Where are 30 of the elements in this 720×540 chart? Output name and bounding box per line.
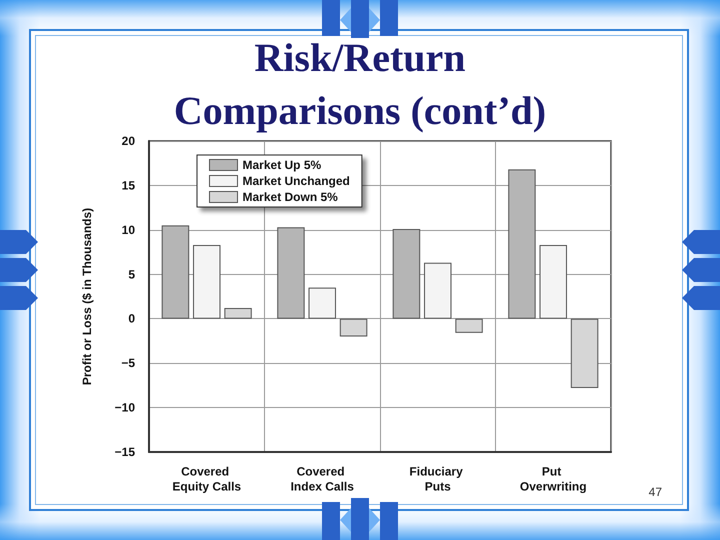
bar [277, 227, 305, 319]
y-tick-label: −5 [121, 356, 136, 370]
x-tick-label: Put Overwriting [520, 464, 587, 494]
chart-title: Risk/Return Comparisons (cont’d) [172, 34, 548, 135]
y-tick-label: −15 [114, 445, 136, 459]
y-tick-label: 10 [122, 222, 136, 237]
bar [424, 262, 452, 319]
legend-label: Market Up 5% [242, 158, 322, 172]
bar [540, 244, 567, 319]
y-tick-label: −10 [114, 400, 136, 415]
bar [508, 169, 536, 319]
bar [308, 288, 336, 319]
bar [392, 228, 420, 319]
legend-label: Market Unchanged [242, 174, 350, 188]
bar [340, 318, 368, 336]
bar [455, 318, 483, 333]
y-tick-label: 0 [128, 312, 136, 326]
x-tick-label: Covered Index Calls [290, 464, 354, 494]
text: 47 [648, 485, 662, 499]
bar [570, 318, 598, 388]
bar [162, 225, 190, 319]
x-tick-label: Covered Equity Calls [172, 464, 242, 494]
y-tick-label: 20 [122, 134, 136, 148]
legend-label: Market Down 5% [242, 190, 338, 204]
bar [224, 308, 252, 319]
y-tick-label: 5 [128, 267, 136, 282]
bar [193, 244, 220, 319]
x-tick-label: Fiduciary Puts [409, 464, 466, 494]
y-tick-label: 15 [122, 178, 136, 192]
y-axis-title: Profit or Loss ($ in Thousands) [80, 208, 94, 386]
